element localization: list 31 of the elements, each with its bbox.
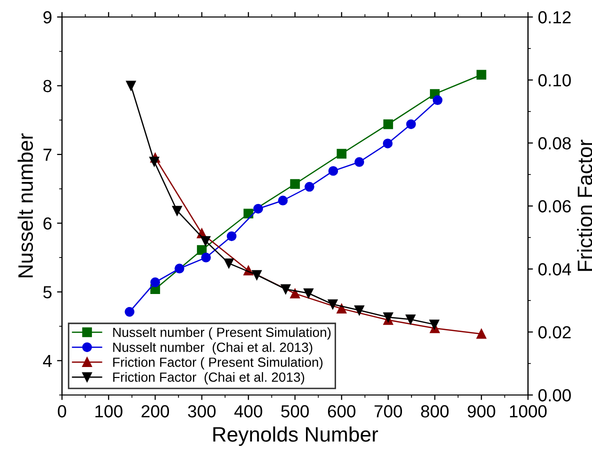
y2-tick-label: 0.10 <box>538 74 571 86</box>
legend-label: Nusselt number (Chai et al. 2013) <box>113 342 312 355</box>
y2-tick-label: 0.00 <box>538 389 571 402</box>
y2-tick-label: 0.02 <box>538 326 571 338</box>
y-tick-label: 6 <box>44 217 52 230</box>
y2-tick-label: 0.06 <box>538 200 571 212</box>
y-tick-label: 8 <box>43 80 52 92</box>
x-tick-label: 600 <box>328 405 356 418</box>
x-tick-label: 400 <box>234 405 262 418</box>
x-tick-label: 200 <box>142 405 170 418</box>
y2-axis-title: Friction Factor <box>577 140 592 271</box>
x-tick-label: 800 <box>421 405 449 418</box>
x-tick-label: 0 <box>58 405 66 418</box>
x-tick-label: 1000 <box>510 405 547 418</box>
legend-label: Friction Factor ( Present Simulation) <box>113 357 322 370</box>
x-tick-label: 900 <box>468 405 496 418</box>
y2-tick-label: 0.04 <box>538 263 572 276</box>
x-tick-label: 700 <box>374 405 402 418</box>
y2-tick-label: 0.12 <box>538 11 571 24</box>
legend-label: Friction Factor (Chai et al. 2013) <box>113 372 304 384</box>
y-tick-label: 7 <box>44 148 52 161</box>
y-axis-title: Nusselt number <box>18 133 33 278</box>
y-tick-label: 5 <box>43 286 52 298</box>
y-tick-label: 4 <box>43 354 52 367</box>
y2-tick-label: 0.08 <box>538 137 571 150</box>
x-tick-label: 500 <box>281 405 309 418</box>
x-tick-label: 300 <box>188 405 216 418</box>
x-tick-label: 100 <box>95 405 122 418</box>
y-tick-label: 9 <box>43 11 52 24</box>
x-axis-title: Reynolds Number <box>213 426 378 446</box>
legend-label: Nusselt number ( Present Simulation) <box>113 327 331 340</box>
